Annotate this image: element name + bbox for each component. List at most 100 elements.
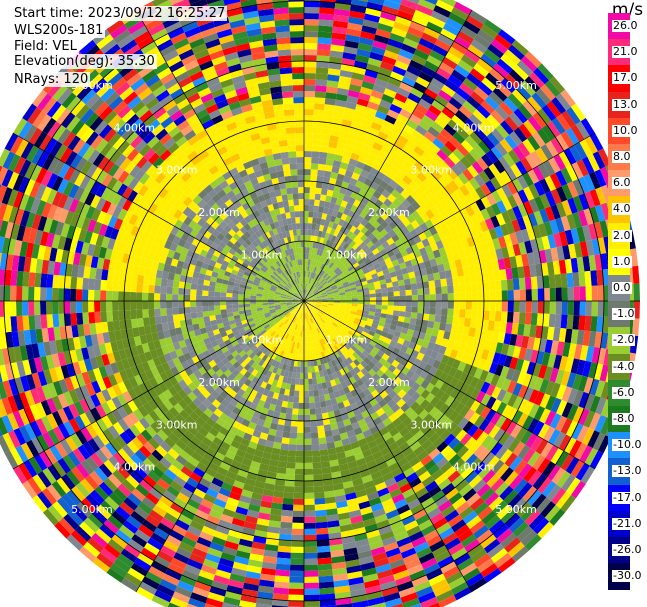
velocity-gate [304, 61, 317, 68]
velocity-gate [319, 289, 326, 293]
velocity-gate [535, 147, 549, 163]
velocity-gate [465, 193, 476, 205]
velocity-gate [321, 294, 328, 298]
velocity-gate [475, 390, 486, 403]
velocity-gate [334, 319, 341, 324]
velocity-gate [553, 431, 566, 448]
velocity-gate [560, 167, 573, 184]
velocity-gate [326, 80, 339, 88]
velocity-gate [410, 336, 419, 344]
velocity-gate [543, 288, 550, 301]
velocity-gate [449, 388, 460, 399]
velocity-gate [377, 131, 389, 141]
velocity-gate [574, 344, 583, 360]
velocity-gate [589, 133, 604, 152]
velocity-gate [528, 212, 538, 227]
velocity-gate [310, 253, 314, 260]
velocity-gate [314, 254, 319, 262]
velocity-gate [378, 335, 387, 342]
velocity-gate [455, 160, 468, 173]
velocity-gate [539, 193, 551, 209]
velocity-gate [369, 255, 377, 262]
velocity-gate [304, 492, 315, 499]
velocity-gate [304, 402, 310, 409]
velocity-gate [402, 37, 419, 49]
velocity-gate [283, 425, 291, 433]
velocity-gate [317, 275, 322, 282]
velocity-gate [470, 388, 481, 400]
velocity-gate [567, 286, 574, 301]
velocity-gate [376, 224, 385, 233]
velocity-gate [380, 11, 397, 22]
velocity-gate [306, 241, 311, 248]
velocity-gate [351, 289, 358, 294]
velocity-gate [413, 145, 425, 157]
velocity-gate [321, 298, 328, 301]
velocity-gate [522, 415, 534, 430]
velocity-gate [333, 297, 340, 300]
velocity-gate [512, 312, 520, 324]
velocity-gate [443, 262, 451, 272]
velocity-gate [311, 272, 315, 279]
velocity-gate [432, 232, 441, 243]
velocity-gate [325, 92, 337, 100]
velocity-gate [311, 279, 315, 285]
velocity-gate [508, 69, 525, 85]
velocity-gate [320, 243, 326, 251]
velocity-gate [444, 195, 455, 207]
velocity-gate [349, 225, 357, 233]
velocity-gate [590, 316, 598, 332]
velocity-gate [350, 311, 357, 315]
velocity-gate [551, 117, 566, 135]
velocity-gate [425, 327, 434, 336]
velocity-gate [317, 563, 333, 571]
velocity-gate [443, 227, 452, 238]
velocity-gate [288, 582, 304, 589]
velocity-gate [393, 21, 410, 33]
velocity-gate [160, 308, 167, 317]
velocity-gate [550, 340, 559, 355]
velocity-gate [433, 180, 444, 192]
velocity-gate [420, 202, 431, 213]
velocity-gate [350, 78, 363, 87]
velocity-gate [353, 320, 360, 326]
velocity-gate [529, 264, 537, 278]
velocity-gate [544, 206, 556, 222]
velocity-gate [309, 271, 312, 278]
velocity-gate [452, 131, 466, 144]
velocity-gate [392, 286, 400, 292]
velocity-gate [316, 49, 331, 57]
velocity-gate [451, 164, 463, 177]
velocity-gate [435, 301, 442, 309]
velocity-gate [298, 402, 304, 409]
velocity-gate [416, 312, 424, 320]
velocity-gate [468, 113, 483, 128]
velocity-gate [298, 408, 304, 415]
velocity-gate [405, 295, 412, 301]
velocity-gate [369, 301, 376, 305]
velocity-gate [578, 176, 590, 194]
velocity-gate [418, 262, 426, 270]
velocity-gate [329, 271, 336, 277]
velocity-gate [369, 293, 376, 298]
velocity-gate [305, 283, 307, 290]
velocity-gate [468, 327, 476, 338]
velocity-gate [480, 262, 488, 273]
velocity-gate [517, 323, 525, 336]
velocity-gate [468, 264, 476, 275]
velocity-gate [460, 334, 469, 345]
velocity-gate [459, 184, 471, 197]
velocity-gate [362, 327, 370, 334]
velocity-gate [549, 367, 559, 383]
velocity-gate [367, 314, 375, 320]
velocity-gate [341, 156, 351, 164]
velocity-gate [326, 276, 332, 283]
velocity-gate [313, 205, 319, 213]
velocity-gate [328, 279, 335, 285]
velocity-gate [320, 133, 331, 141]
velocity-gate [317, 551, 331, 559]
velocity-gate [566, 213, 577, 230]
velocity-gate [292, 408, 299, 415]
velocity-gate [362, 244, 370, 252]
velocity-gate [304, 504, 315, 511]
